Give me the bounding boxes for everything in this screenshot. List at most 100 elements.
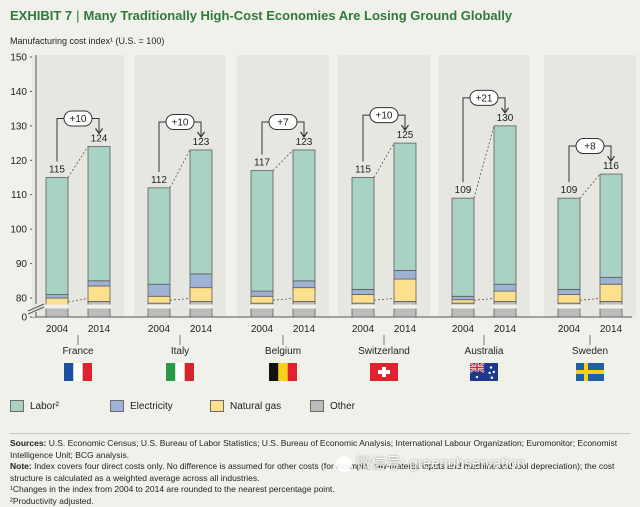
bar-value-label: 124 (91, 134, 108, 145)
bar-segment-other (494, 301, 516, 317)
x-tick-label: 2014 (494, 324, 517, 335)
country-label: Italy (171, 346, 189, 357)
bar-value-label: 115 (355, 165, 371, 176)
x-tick-label: 2014 (293, 324, 316, 335)
flag-part (490, 366, 492, 368)
legend-item: Electricity (110, 400, 173, 412)
flag-part (576, 370, 604, 374)
y-tick-label: 80 (16, 294, 28, 305)
bar-value-label: 109 (561, 185, 578, 196)
wechat-icon (336, 456, 352, 472)
country-label: Sweden (572, 346, 608, 357)
x-tick-label: 2004 (46, 324, 69, 335)
legend-item: Other (310, 400, 355, 412)
bar-segment-electricity (600, 277, 622, 284)
bar-segment-other (293, 301, 315, 317)
country-label: Australia (465, 346, 504, 357)
bar-segment-electricity (46, 295, 68, 298)
legend-item: Labor² (10, 400, 59, 412)
flag-part (278, 363, 287, 381)
x-tick-label: 2014 (394, 324, 417, 335)
bar-break-gap (45, 305, 69, 309)
flag-part (175, 363, 184, 381)
bar-segment-labor (452, 198, 474, 296)
bar-segment-natural-gas (251, 296, 273, 303)
bar-segment-natural-gas (190, 288, 212, 302)
bar-break-gap (557, 305, 581, 309)
bar-break-gap (599, 305, 623, 309)
flag-part (64, 363, 73, 381)
australia-flag-icon (470, 363, 498, 381)
bar-segment-electricity (452, 296, 474, 299)
bar-segment-electricity (88, 281, 110, 286)
y-tick-label: 0 (21, 313, 27, 324)
legend-label: Other (330, 401, 355, 412)
y-tick-label: 90 (16, 259, 28, 270)
bar-break-gap (292, 305, 316, 309)
bar-segment-labor (494, 126, 516, 284)
chart-title: Many Traditionally High-Cost Economies A… (84, 8, 513, 23)
legend-swatch (10, 400, 24, 412)
bar-segment-natural-gas (394, 279, 416, 301)
bar-segment-electricity (190, 274, 212, 288)
country-label: Switzerland (358, 346, 410, 357)
bar-segment-labor (148, 188, 170, 284)
bar-segment-labor (46, 178, 68, 295)
change-badge-label: +21 (476, 93, 493, 104)
legend-label: Labor² (30, 401, 59, 412)
bar-break-gap (147, 305, 171, 309)
y-tick-label: 120 (10, 156, 27, 167)
bar-segment-natural-gas (88, 286, 110, 301)
bar-segment-labor (251, 171, 273, 292)
bar-segment-other (394, 301, 416, 317)
exhibit-title: EXHIBIT 7|Many Traditionally High-Cost E… (10, 8, 512, 23)
bar-value-label: 109 (455, 185, 472, 196)
footnote-2: ²Productivity adjusted. (10, 496, 620, 507)
bar-segment-electricity (494, 284, 516, 291)
bar-segment-labor (558, 198, 580, 289)
legend-divider (10, 433, 630, 434)
legend-swatch (110, 400, 124, 412)
bar-segment-natural-gas (352, 295, 374, 304)
france-flag-icon (64, 363, 92, 381)
title-separator: | (72, 8, 83, 23)
change-badge-label: +7 (277, 117, 289, 128)
bar-segment-electricity (148, 284, 170, 296)
flag-part (493, 371, 495, 373)
bar-break-gap (493, 305, 517, 309)
bar-segment-electricity (394, 270, 416, 279)
x-tick-label: 2014 (88, 324, 111, 335)
italy-flag-icon (166, 363, 194, 381)
bar-segment-other (88, 301, 110, 317)
y-tick-label: 100 (10, 225, 27, 236)
bar-segment-natural-gas (46, 298, 68, 305)
switzerland-flag-icon (370, 363, 398, 381)
bar-break-gap (393, 305, 417, 309)
bar-segment-electricity (352, 289, 374, 294)
bar-segment-labor (600, 174, 622, 277)
bar-segment-electricity (293, 281, 315, 288)
change-badge-label: +10 (70, 114, 87, 125)
change-badge-label: +10 (376, 111, 393, 122)
bar-segment-labor (190, 150, 212, 274)
bar-break-gap (250, 305, 274, 309)
watermark: 微信号: greenobservation (336, 452, 525, 473)
x-tick-label: 2004 (558, 324, 581, 335)
bar-value-label: 125 (397, 130, 414, 141)
y-tick-label: 140 (10, 87, 27, 98)
bar-break-gap (189, 305, 213, 309)
y-tick-label: 150 (10, 53, 27, 64)
bar-value-label: 130 (497, 113, 514, 124)
legend-swatch (210, 400, 224, 412)
bar-segment-labor (293, 150, 315, 281)
flag-part (488, 372, 490, 374)
flag-part (185, 363, 194, 381)
flag-part (269, 363, 278, 381)
bar-value-label: 123 (193, 137, 210, 148)
x-tick-label: 2004 (148, 324, 171, 335)
flag-part (470, 367, 484, 369)
flag-part (288, 363, 297, 381)
exhibit-label: EXHIBIT 7 (10, 8, 72, 23)
y-tick-label: 110 (11, 190, 27, 201)
flag-part (378, 370, 390, 374)
